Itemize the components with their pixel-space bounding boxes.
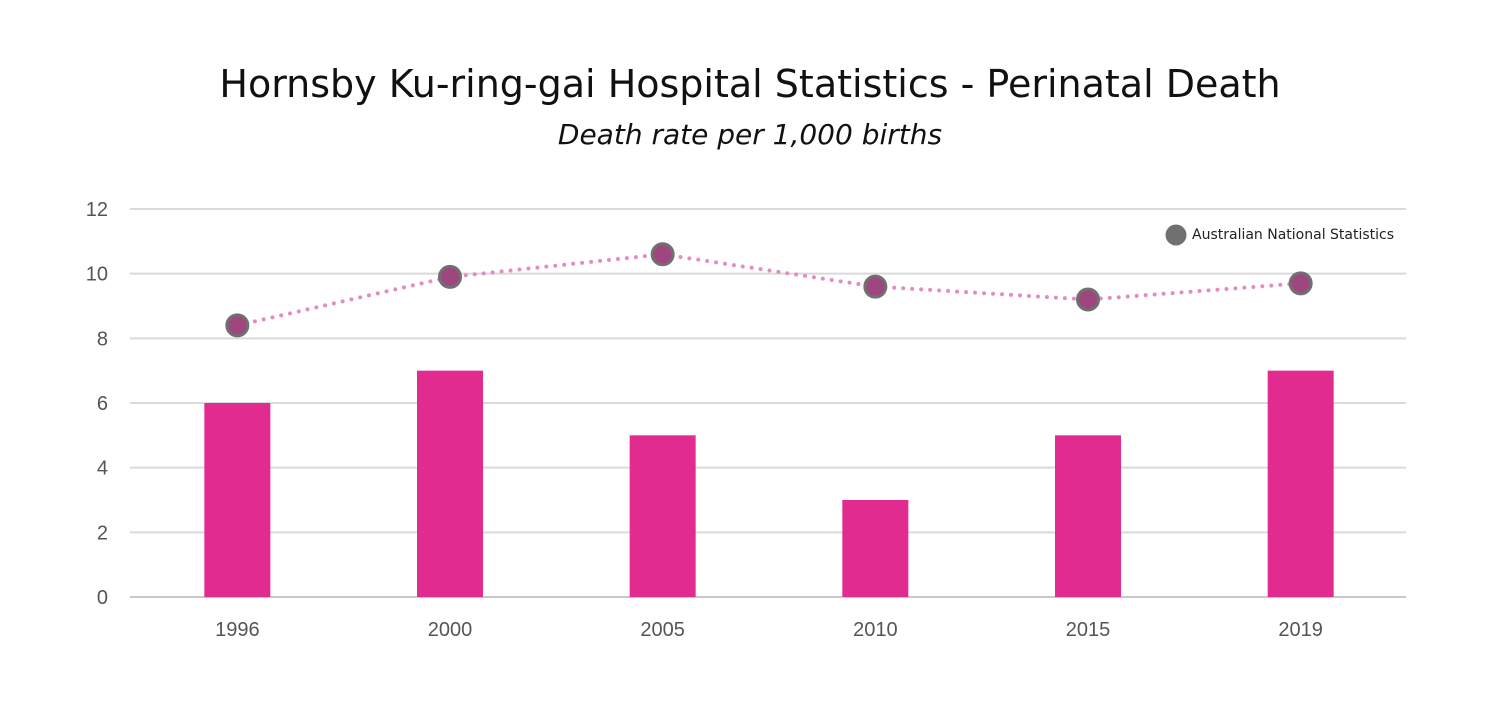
y-tick-label: 0 [97, 587, 108, 609]
bar [417, 370, 483, 597]
bar [1055, 435, 1121, 597]
y-tick-label: 4 [97, 458, 108, 480]
x-tick-label: 2010 [853, 619, 898, 641]
bar [1267, 370, 1334, 597]
x-tick-label: 2015 [1066, 619, 1111, 641]
x-tick-label: 2019 [1278, 619, 1323, 641]
x-tick-label: 2000 [428, 619, 473, 641]
y-tick-label: 8 [97, 328, 108, 350]
y-tick-label: 10 [86, 264, 108, 286]
y-tick-label: 6 [97, 393, 108, 415]
bar [629, 435, 696, 597]
chart-subtitle: Death rate per 1,000 births [557, 118, 943, 151]
line-point [650, 242, 675, 267]
line-point [438, 264, 462, 289]
x-tick-label: 2005 [640, 619, 685, 641]
chart-title: Hornsby Ku-ring-gai Hospital Statistics … [219, 62, 1281, 106]
line-point [1076, 287, 1100, 312]
line-point [1288, 271, 1313, 296]
bar [204, 403, 271, 597]
x-tick-label: 1996 [215, 619, 260, 641]
line-point [225, 313, 250, 338]
series-line [235, 252, 1303, 328]
legend-marker [1165, 224, 1187, 246]
legend-label: Australian National Statistics [1192, 227, 1394, 243]
bar [842, 500, 909, 597]
y-tick-label: 12 [86, 199, 108, 221]
line-point [863, 274, 888, 299]
y-tick-label: 2 [97, 522, 108, 544]
